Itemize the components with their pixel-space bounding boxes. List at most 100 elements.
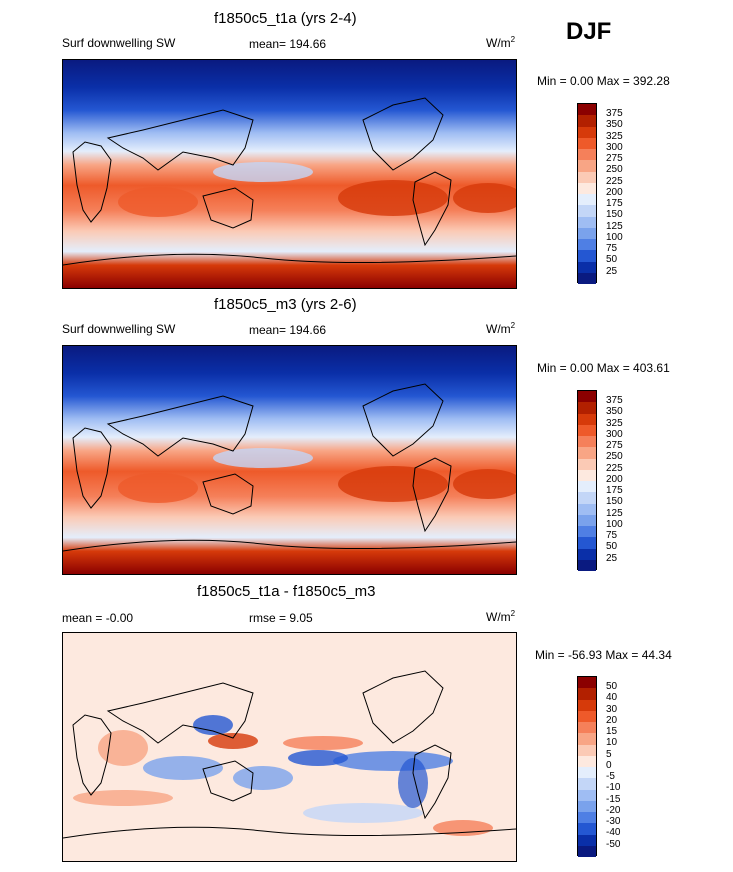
panel-2-colorbar-tick: 300 — [606, 429, 623, 440]
panel-2-colorbar-tick: 125 — [606, 508, 623, 519]
panel-3-colorbar-swatch — [578, 823, 596, 835]
panel-1-colorbar-tick: 275 — [606, 153, 623, 164]
panel-3-colorbar-swatch — [578, 688, 596, 700]
panel-3-colorbar-tick: -30 — [606, 816, 621, 827]
panel-2-map — [62, 345, 517, 575]
panel-2-colorbar-tick: 375 — [606, 395, 623, 406]
panel-1-colorbar-tick: 250 — [606, 164, 623, 175]
panel-1-colorbar-tick: 100 — [606, 232, 623, 243]
panel-2-colorbar-tick: 25 — [606, 553, 618, 564]
panel-2-max-cell-indian — [118, 473, 198, 503]
panel-2-warm-pool — [213, 448, 313, 468]
panel-2-units: W/m2 — [486, 321, 516, 336]
panel-3-colorbar-swatch — [578, 834, 596, 846]
panel-1-colorbar-swatch — [578, 182, 596, 194]
panel-3-colorbar-tick: 50 — [606, 681, 618, 692]
panel-3-colorbar-tick: 10 — [606, 737, 618, 748]
panel-2-colorbar-tick: 350 — [606, 406, 623, 417]
panel-1-colorbar-tick: 50 — [606, 254, 618, 265]
panel-3-colorbar-tick: 30 — [606, 704, 618, 715]
panel-2-colorbar-swatch — [578, 402, 596, 414]
panel-1-colorbar-swatch — [578, 115, 596, 127]
panel-1-title: f1850c5_t1a (yrs 2-4) — [214, 10, 357, 27]
panel-2-colorbar-tick: 325 — [606, 418, 623, 429]
panel-2-max-cell-pacific — [338, 466, 448, 502]
panel-2-colorbar-swatch — [578, 436, 596, 448]
panel-1-colorbar-swatch — [578, 272, 596, 284]
panel-1-minmax: Min = 0.00 Max = 392.28 — [537, 74, 670, 88]
panel-3-colorbar-swatch — [578, 778, 596, 790]
panel-2-colorbar-swatch — [578, 526, 596, 538]
panel-2-colorbar-swatch — [578, 424, 596, 436]
panel-3-colorbar-tick: -10 — [606, 782, 621, 793]
panel-3-colorbar-swatch — [578, 733, 596, 745]
panel-3-coastlines — [63, 670, 516, 839]
panel-3-colorbar-swatch — [578, 789, 596, 801]
panel-2-colorbar-tick: 275 — [606, 440, 623, 451]
panel-2-colorbar-swatch — [578, 481, 596, 493]
panel-1-colorbar-swatch — [578, 250, 596, 262]
panel-1-colorbar-swatch — [578, 194, 596, 206]
panel-1-colorbar-swatch — [578, 239, 596, 251]
panel-3-colorbar-swatch — [578, 812, 596, 824]
panel-3-colorbar-swatch — [578, 800, 596, 812]
panel-3-minmax: Min = -56.93 Max = 44.34 — [535, 648, 672, 662]
panel-1-colorbar-swatch — [578, 216, 596, 228]
panel-1-warm-pool — [213, 162, 313, 182]
panel-1-mean-label: mean= 194.66 — [249, 37, 327, 51]
panel-2-colorbar-tick: 200 — [606, 474, 623, 485]
panel-3-units: W/m2 — [486, 609, 516, 624]
panel-2-colorbar-swatch — [578, 458, 596, 470]
panel-1-variable-label: Surf downwelling SW — [62, 36, 176, 50]
panel-1-colorbar-tick: 375 — [606, 108, 623, 119]
panel-3-mean-label: mean = -0.00 — [62, 611, 134, 625]
panel-2-max-cell-atlantic — [453, 469, 516, 499]
panel-1-colorbar-swatch — [578, 160, 596, 172]
panel-2-colorbar — [577, 390, 597, 571]
panel-3-colorbar-swatch — [578, 744, 596, 756]
panel-2-colorbar-swatch — [578, 503, 596, 515]
panel-2-colorbar-swatch — [578, 559, 596, 571]
panel-1-colorbar-swatch — [578, 171, 596, 183]
panel-2-colorbar-swatch — [578, 537, 596, 549]
panel-1-colorbar-tick: 300 — [606, 142, 623, 153]
panel-1-colorbar-tick: 125 — [606, 221, 623, 232]
panel-2-coastlines — [63, 383, 516, 552]
panel-2-colorbar-swatch — [578, 514, 596, 526]
panel-2-colorbar-swatch — [578, 391, 596, 403]
panel-2-colorbar-tick: 50 — [606, 541, 618, 552]
panel-2-minmax: Min = 0.00 Max = 403.61 — [537, 361, 670, 375]
panel-1-colorbar-tick: 225 — [606, 176, 623, 187]
season-label: DJF — [566, 18, 612, 45]
panel-3-colorbar-tick: -40 — [606, 827, 621, 838]
panel-3-rmse-label: rmse = 9.05 — [249, 611, 313, 625]
panel-1-coastlines — [63, 97, 516, 266]
panel-2-colorbar-tick: 75 — [606, 530, 618, 541]
panel-2-colorbar-tick: 100 — [606, 519, 623, 530]
panel-2-colorbar-tick: 150 — [606, 496, 623, 507]
panel-2-colorbar-swatch — [578, 492, 596, 504]
panel-1-colorbar-tick: 75 — [606, 243, 618, 254]
panel-2-mean-label: mean= 194.66 — [249, 323, 327, 337]
panel-3-colorbar-swatch — [578, 710, 596, 722]
panel-3-colorbar-swatch — [578, 677, 596, 689]
panel-3-colorbar-tick: 40 — [606, 692, 618, 703]
panel-2-colorbar-tick: 225 — [606, 463, 623, 474]
panel-3-colorbar-tick: -15 — [606, 794, 621, 805]
panel-3-colorbar-tick: 0 — [606, 760, 612, 771]
panel-3-colorbar-swatch — [578, 845, 596, 857]
panel-2-title: f1850c5_m3 (yrs 2-6) — [214, 296, 357, 313]
panel-1-colorbar-swatch — [578, 126, 596, 138]
panel-1-max-cell-indian — [118, 187, 198, 217]
panel-3-colorbar-swatch — [578, 699, 596, 711]
panel-3-colorbar-swatch — [578, 755, 596, 767]
panel-2-colorbar-swatch — [578, 469, 596, 481]
panel-1-units: W/m2 — [486, 35, 516, 50]
panel-3-colorbar-swatch — [578, 722, 596, 734]
panel-1-colorbar-tick: 150 — [606, 209, 623, 220]
panel-2-colorbar-swatch — [578, 548, 596, 560]
panel-1-max-cell-pacific — [338, 180, 448, 216]
panel-2-variable-label: Surf downwelling SW — [62, 322, 176, 336]
panel-1-colorbar-tick: 325 — [606, 131, 623, 142]
panel-3-colorbar-tick: -5 — [606, 771, 615, 782]
